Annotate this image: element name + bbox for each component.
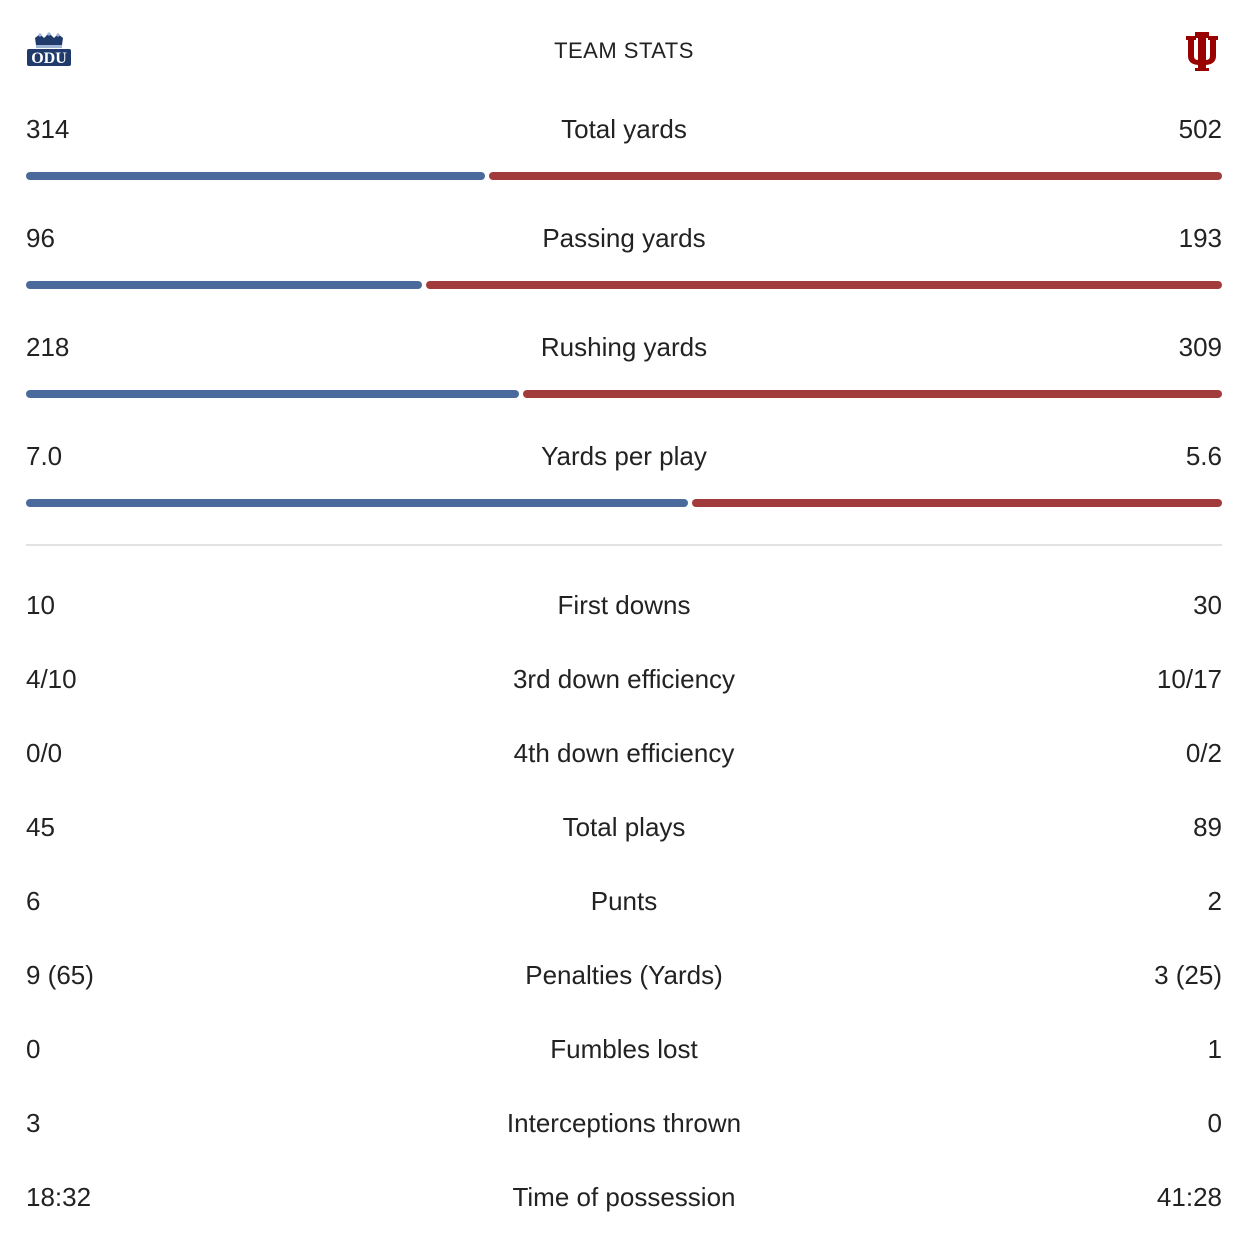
left-team-value: 0/0 xyxy=(26,738,63,768)
right-team-value: 5.6 xyxy=(1185,441,1222,471)
right-team-value: 41:28 xyxy=(1156,1182,1222,1212)
stat-row: 45 Total plays 89 xyxy=(26,798,1222,872)
right-team-bar xyxy=(692,499,1222,507)
stat-row: 6 Punts 2 xyxy=(26,872,1222,946)
right-team-value: 193 xyxy=(1178,223,1222,253)
left-team-bar xyxy=(26,390,520,398)
team-stats-panel: ODU TEAM STATS 314 Total yards 502 96 Pa… xyxy=(26,0,1222,1242)
bar-stat-row: 7.0 Yards per play 5.6 xyxy=(26,431,1222,540)
bar-stat-values: 218 Rushing yards 309 xyxy=(26,332,1222,368)
right-team-value: 502 xyxy=(1178,114,1222,144)
stat-row: 3 Interceptions thrown 0 xyxy=(26,1094,1222,1168)
stat-label: First downs xyxy=(557,590,691,620)
left-team-value: 9 (65) xyxy=(26,960,94,990)
left-team-value: 3 xyxy=(26,1108,41,1138)
odu-logo-icon: ODU xyxy=(27,32,71,67)
stat-values: 3 Interceptions thrown 0 xyxy=(26,1108,1222,1144)
team-stats-header: ODU TEAM STATS xyxy=(26,0,1222,104)
stat-label: Time of possession xyxy=(512,1182,736,1212)
left-team-value: 96 xyxy=(26,223,55,253)
bar-stat-values: 314 Total yards 502 xyxy=(26,114,1222,150)
stat-label: 4th down efficiency xyxy=(513,738,735,768)
stat-row: 18:32 Time of possession 41:28 xyxy=(26,1168,1222,1242)
comparison-bar xyxy=(26,390,1222,398)
right-team-value: 1 xyxy=(1207,1034,1222,1064)
stat-label: Total plays xyxy=(562,812,686,842)
stat-values: 18:32 Time of possession 41:28 xyxy=(26,1182,1222,1218)
right-team-value: 30 xyxy=(1193,590,1222,620)
stat-values: 0/0 4th down efficiency 0/2 xyxy=(26,738,1222,774)
stat-row: 4/10 3rd down efficiency 10/17 xyxy=(26,650,1222,724)
left-team-bar xyxy=(26,281,422,289)
right-team-value: 0 xyxy=(1207,1108,1222,1138)
right-team-value: 0/2 xyxy=(1185,738,1222,768)
stat-label: Total yards xyxy=(561,114,687,144)
stat-values: 45 Total plays 89 xyxy=(26,812,1222,848)
right-team-value: 10/17 xyxy=(1156,664,1222,694)
comparison-bar xyxy=(26,499,1222,507)
bar-stat-row: 314 Total yards 502 xyxy=(26,104,1222,213)
bar-stat-row: 96 Passing yards 193 xyxy=(26,213,1222,322)
left-team-value: 4/10 xyxy=(26,664,77,694)
comparison-bar xyxy=(26,281,1222,289)
stat-label: Passing yards xyxy=(542,223,706,253)
stat-values: 6 Punts 2 xyxy=(26,886,1222,922)
left-team-value: 45 xyxy=(26,812,55,842)
stat-values: 0 Fumbles lost 1 xyxy=(26,1034,1222,1070)
stat-label: Rushing yards xyxy=(540,332,708,362)
left-team-bar xyxy=(26,499,689,507)
stat-row: 10 First downs 30 xyxy=(26,576,1222,650)
stat-label: Penalties (Yards) xyxy=(525,960,723,990)
right-team-value: 309 xyxy=(1178,332,1222,362)
stat-label: Yards per play xyxy=(541,441,707,471)
right-team-bar xyxy=(488,172,1222,180)
section-divider xyxy=(26,544,1222,546)
left-team-value: 218 xyxy=(26,332,70,362)
left-team-value: 0 xyxy=(26,1034,41,1064)
left-team-value: 314 xyxy=(26,114,70,144)
stat-row: 0 Fumbles lost 1 xyxy=(26,1020,1222,1094)
bar-stat-values: 7.0 Yards per play 5.6 xyxy=(26,441,1222,477)
left-team-value: 6 xyxy=(26,886,41,916)
right-team-bar xyxy=(523,390,1222,398)
left-team-value: 7.0 xyxy=(26,441,63,471)
indiana-logo-icon xyxy=(1186,32,1218,71)
stat-label: Fumbles lost xyxy=(550,1034,698,1064)
bar-stats-section: 314 Total yards 502 96 Passing yards 193… xyxy=(26,104,1222,540)
right-team-value: 2 xyxy=(1207,886,1222,916)
stat-values: 4/10 3rd down efficiency 10/17 xyxy=(26,664,1222,700)
stat-values: 10 First downs 30 xyxy=(26,590,1222,626)
stat-label: Punts xyxy=(590,886,658,916)
stat-label: Interceptions thrown xyxy=(506,1108,742,1138)
left-team-bar xyxy=(26,172,485,180)
stat-label: 3rd down efficiency xyxy=(512,664,736,694)
page-title: TEAM STATS xyxy=(554,38,694,63)
right-team-value: 89 xyxy=(1193,812,1222,842)
bar-stat-values: 96 Passing yards 193 xyxy=(26,223,1222,259)
comparison-bar xyxy=(26,172,1222,180)
left-team-value: 18:32 xyxy=(26,1182,92,1212)
left-team-value: 10 xyxy=(26,590,55,620)
bar-stat-row: 218 Rushing yards 309 xyxy=(26,322,1222,431)
right-team-value: 3 (25) xyxy=(1154,960,1222,990)
stat-values: 9 (65) Penalties (Yards) 3 (25) xyxy=(26,960,1222,996)
svg-text:ODU: ODU xyxy=(31,50,67,67)
stat-row: 0/0 4th down efficiency 0/2 xyxy=(26,724,1222,798)
stat-row: 9 (65) Penalties (Yards) 3 (25) xyxy=(26,946,1222,1020)
right-team-bar xyxy=(425,281,1222,289)
stats-list: 10 First downs 30 4/10 3rd down efficien… xyxy=(26,576,1222,1242)
